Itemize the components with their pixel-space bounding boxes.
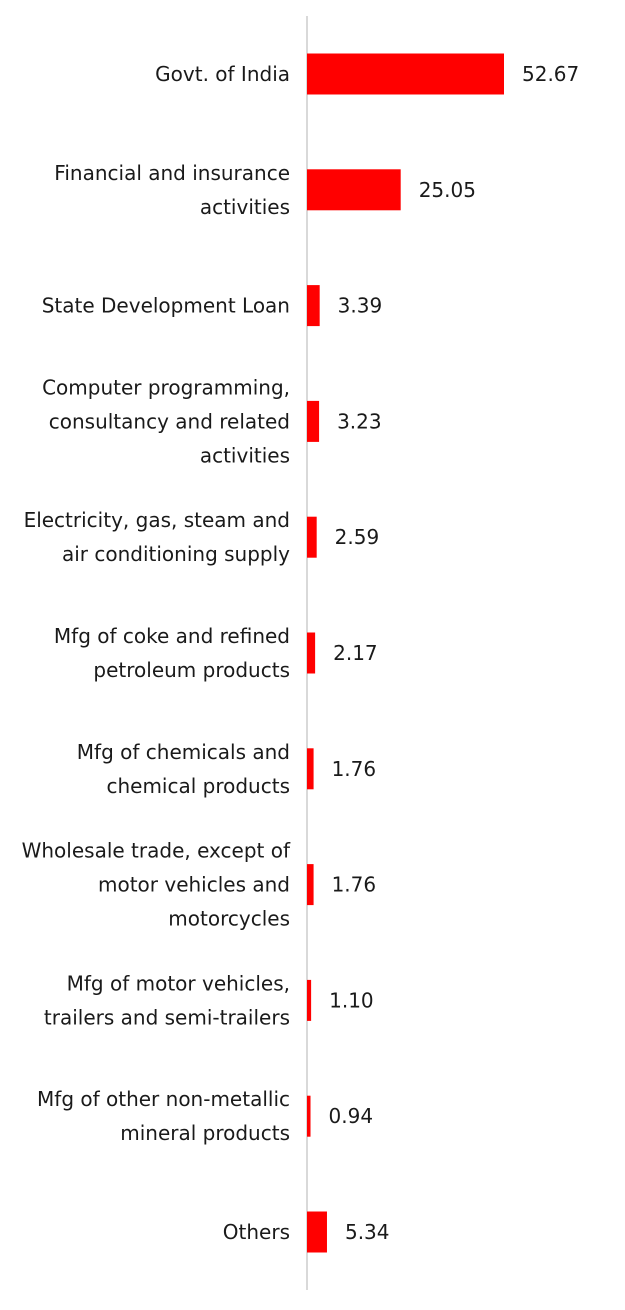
value-label: 0.94: [329, 1104, 374, 1128]
category-label: Wholesale trade, except of motor vehicles…: [22, 839, 291, 931]
category-label: Mfg of motor vehicles, trailers and semi-…: [44, 971, 290, 1029]
category-label-line: Others: [223, 1220, 290, 1244]
category-label-line: petroleum products: [93, 658, 290, 682]
category-label-line: chemical products: [106, 774, 290, 798]
category-label-line: air conditioning supply: [62, 542, 290, 566]
category-label: Financial and insurance activities: [54, 161, 290, 219]
category-label-line: motorcycles: [168, 907, 290, 931]
category-label-line: trailers and semi-trailers: [44, 1005, 290, 1029]
bar: [307, 516, 317, 558]
category-label-line: mineral products: [120, 1121, 290, 1145]
category-label-line: activities: [200, 195, 290, 219]
category-label: State Development Loan: [42, 294, 290, 318]
category-label: Computer programming, consultancy and rel…: [42, 375, 290, 467]
value-label: 1.76: [332, 757, 377, 781]
category-label-line: State Development Loan: [42, 294, 290, 318]
bar: [307, 1095, 311, 1137]
bar: [307, 748, 314, 790]
value-label: 25.05: [419, 178, 476, 202]
category-label: Electricity, gas, steam and air condition…: [24, 508, 291, 566]
value-label: 5.34: [345, 1220, 390, 1244]
category-label-line: consultancy and related: [49, 409, 290, 433]
category-label-line: Mfg of other non-metallic: [37, 1087, 290, 1111]
category-label-line: Electricity, gas, steam and: [24, 508, 290, 532]
category-label-line: Computer programming,: [42, 375, 290, 399]
category-label-line: Mfg of motor vehicles,: [67, 971, 290, 995]
bar: [307, 1211, 327, 1253]
category-label-line: Mfg of chemicals and: [77, 740, 290, 764]
value-label: 3.39: [338, 294, 383, 318]
category-labels-group: Govt. of India Financial and insurance act…: [22, 62, 291, 1244]
bar: [307, 864, 314, 906]
category-label-line: Govt. of India: [155, 62, 290, 86]
value-label: 1.76: [332, 873, 377, 897]
bar: [307, 400, 320, 442]
value-labels-group: 52.67 25.05 3.39 3.23 2.59 2.17 1.76 1.76 1.10 0.…: [329, 62, 580, 1244]
bars-group: [307, 53, 504, 1253]
category-label-line: activities: [200, 443, 290, 467]
category-label-line: Financial and insurance: [54, 161, 290, 185]
category-label: Govt. of India: [155, 62, 290, 86]
category-label: Mfg of other non-metallic mineral product…: [37, 1087, 290, 1145]
value-label: 2.59: [335, 525, 380, 549]
value-label: 52.67: [522, 62, 579, 86]
value-label: 1.10: [329, 988, 374, 1012]
bar: [307, 632, 316, 674]
bar: [307, 285, 320, 327]
category-label-line: Mfg of coke and refined: [54, 624, 290, 648]
value-label: 3.23: [337, 409, 382, 433]
value-label: 2.17: [333, 641, 378, 665]
bar: [307, 53, 504, 95]
category-label: Mfg of chemicals and chemical products: [77, 740, 290, 798]
category-label-line: Wholesale trade, except of: [22, 839, 291, 863]
category-label: Others: [223, 1220, 290, 1244]
bar: [307, 979, 312, 1021]
category-label-line: motor vehicles and: [98, 873, 290, 897]
bar: [307, 169, 401, 211]
category-label: Mfg of coke and refined petroleum product…: [54, 624, 290, 682]
